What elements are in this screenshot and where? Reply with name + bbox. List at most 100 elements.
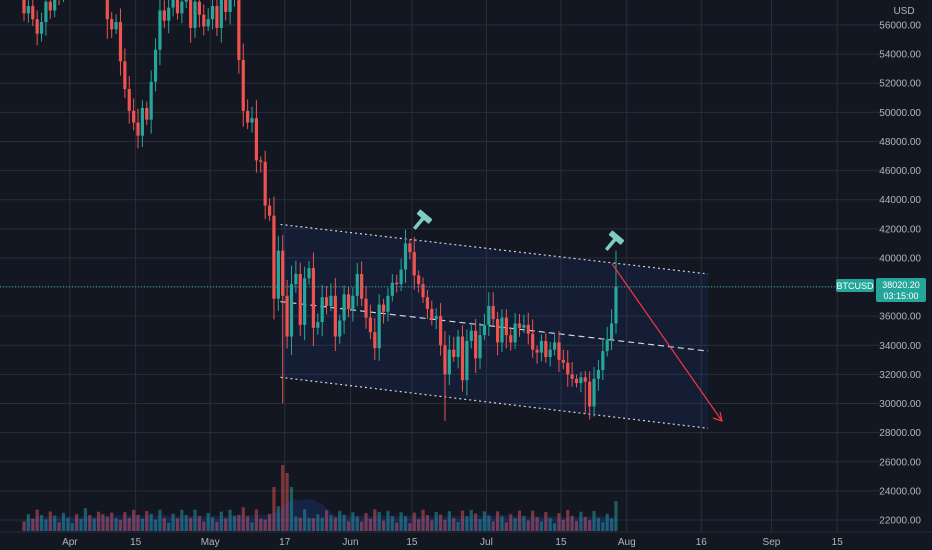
volume-bar <box>232 515 237 531</box>
volume-bar <box>75 514 79 531</box>
bar-countdown: 03:15:00 <box>883 291 918 301</box>
volume-bar <box>61 512 66 531</box>
volume-bar <box>158 509 162 531</box>
volume-bar <box>452 518 456 531</box>
candle-body <box>294 273 298 285</box>
time-tick-label: Aug <box>618 537 636 548</box>
volume-bar <box>110 512 114 531</box>
volume-bar <box>434 512 438 531</box>
candle-body <box>311 268 316 328</box>
currency-label: USD <box>893 6 914 17</box>
volume-bar <box>592 510 596 531</box>
candle-body <box>281 250 285 296</box>
candle-body <box>303 278 307 325</box>
volume-bar <box>294 516 298 531</box>
price-tick-label: 22000.00 <box>879 516 921 527</box>
volume-bar <box>583 517 587 531</box>
candle-body <box>189 0 193 28</box>
candle-body <box>175 0 180 14</box>
candle-body <box>298 273 302 325</box>
time-tick-label: Apr <box>62 537 78 548</box>
volume-bar <box>228 509 232 531</box>
candle-body <box>364 298 368 318</box>
time-axis[interactable]: Apr 15 May 17 Jun 15 Jul 15 Aug 16 Sep 15 <box>62 537 843 548</box>
volume-bar <box>79 518 83 531</box>
volume-bar <box>70 523 74 531</box>
volume-bar <box>395 522 399 531</box>
volume-bar <box>351 512 355 531</box>
volume-bar <box>478 519 482 531</box>
time-tick-label: 15 <box>555 537 567 548</box>
volume-bar <box>535 517 539 531</box>
time-tick-label: 15 <box>406 537 418 548</box>
volume-bar <box>320 517 324 531</box>
time-tick-label: 15 <box>130 537 142 548</box>
volume-bar <box>430 520 434 531</box>
candle-body <box>574 378 579 384</box>
drawings[interactable] <box>0 209 836 422</box>
volume-bar <box>175 518 180 531</box>
candle-body <box>167 7 171 21</box>
volume-bar <box>482 511 487 531</box>
volume-bar <box>241 507 245 531</box>
candle-body <box>535 349 539 353</box>
candle-body <box>531 333 535 350</box>
channel-upper-line <box>280 223 709 275</box>
volume-bar <box>136 514 140 531</box>
candle-body <box>390 282 394 296</box>
volume-bar <box>263 519 267 531</box>
candle-body <box>338 320 342 337</box>
hammer-handle <box>413 217 425 230</box>
volume-bar <box>254 509 259 531</box>
candle-body <box>438 316 443 346</box>
volume-bar <box>456 522 460 531</box>
candle-body <box>250 118 254 123</box>
candle-body <box>460 336 465 381</box>
volume-bar <box>364 513 368 531</box>
volume-bar <box>574 520 579 531</box>
price-axis[interactable]: USD 56000.00 54000.00 52000.00 50000.00 4800… <box>879 6 921 527</box>
candle-body <box>504 317 508 336</box>
candle-body <box>219 0 223 28</box>
symbol-label: BTCUSD <box>836 281 874 291</box>
candle-body <box>289 284 294 337</box>
volume-bar <box>210 517 215 531</box>
candle-body <box>482 324 487 336</box>
candle-body <box>539 340 544 353</box>
volume-bar <box>92 518 96 531</box>
candle-body <box>517 323 522 328</box>
volume-bar <box>447 511 451 531</box>
volume-bar <box>276 506 280 531</box>
candle-body <box>395 282 399 285</box>
candle-body <box>35 19 39 34</box>
volume-bar <box>35 509 39 531</box>
candle-body <box>386 295 390 312</box>
volume-bar <box>609 518 614 531</box>
channel-median-line <box>280 301 709 352</box>
candle-body <box>206 19 210 27</box>
candle-body <box>272 215 276 299</box>
volume-bar <box>114 518 118 531</box>
candle-body <box>22 0 26 14</box>
volume-bar <box>118 520 123 531</box>
candle-body <box>579 377 583 384</box>
volume-bar <box>83 508 87 531</box>
candle-body <box>140 107 144 136</box>
candle-body <box>259 160 263 162</box>
candle-body <box>377 304 381 349</box>
volume-bar <box>149 513 153 531</box>
volume-bar <box>66 517 70 531</box>
price-tick-label: 24000.00 <box>879 486 921 497</box>
volume-bar <box>153 519 158 531</box>
candle-body <box>601 351 605 371</box>
descending-channel[interactable] <box>280 223 709 429</box>
candle-body <box>430 308 434 320</box>
hammer-head <box>416 209 433 224</box>
candle-body <box>193 1 197 28</box>
hammer-icon <box>413 209 433 230</box>
volume-bar <box>360 521 364 531</box>
time-tick-label: 15 <box>832 537 844 548</box>
volume-bar <box>491 521 495 531</box>
candle-body <box>39 22 44 34</box>
